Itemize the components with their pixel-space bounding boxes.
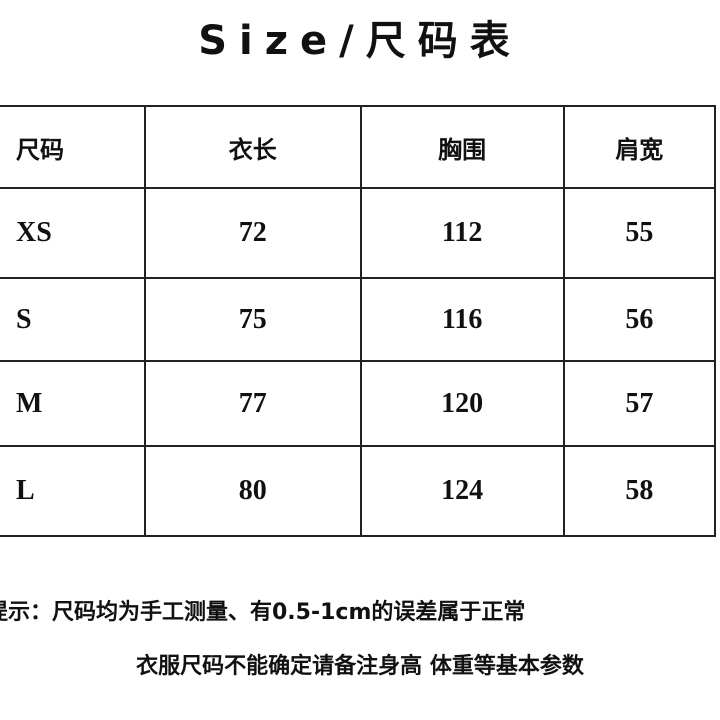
size-advice-note: 衣服尺码不能确定请备注身高 体重等基本参数 [136, 654, 584, 679]
cell-chest: 116 [359, 277, 565, 362]
cell-length: 80 [143, 445, 362, 537]
cell-length: 77 [143, 360, 362, 447]
cell-shoulder: 58 [562, 445, 717, 537]
cell-chest: 112 [359, 187, 565, 279]
cell-size: XS [0, 187, 146, 279]
cell-shoulder: 56 [562, 277, 717, 362]
measurement-note: 提示：尺码均为手工测量、有0.5-1cm的误差属于正常 [0, 600, 526, 625]
cell-shoulder: 55 [562, 187, 717, 279]
table-row: L 80 124 58 [0, 445, 717, 537]
header-chest: 胸围 [359, 105, 565, 189]
cell-size: L [0, 445, 146, 537]
cell-length: 75 [143, 277, 362, 362]
table-row: S 75 116 56 [0, 277, 717, 362]
header-size: 尺码 [0, 105, 146, 189]
table-row: XS 72 112 55 [0, 187, 717, 279]
table-row: M 77 120 57 [0, 360, 717, 447]
cell-length: 72 [143, 187, 362, 279]
size-table: 尺码 衣长 胸围 肩宽 XS 72 112 55 S 75 116 56 M 7… [0, 105, 717, 537]
cell-chest: 124 [359, 445, 565, 537]
table-header-row: 尺码 衣长 胸围 肩宽 [0, 105, 717, 189]
cell-shoulder: 57 [562, 360, 717, 447]
cell-size: M [0, 360, 146, 447]
page-title: Size/尺码表 [198, 18, 522, 64]
cell-chest: 120 [359, 360, 565, 447]
header-shoulder: 肩宽 [562, 105, 717, 189]
cell-size: S [0, 277, 146, 362]
header-length: 衣长 [143, 105, 362, 189]
